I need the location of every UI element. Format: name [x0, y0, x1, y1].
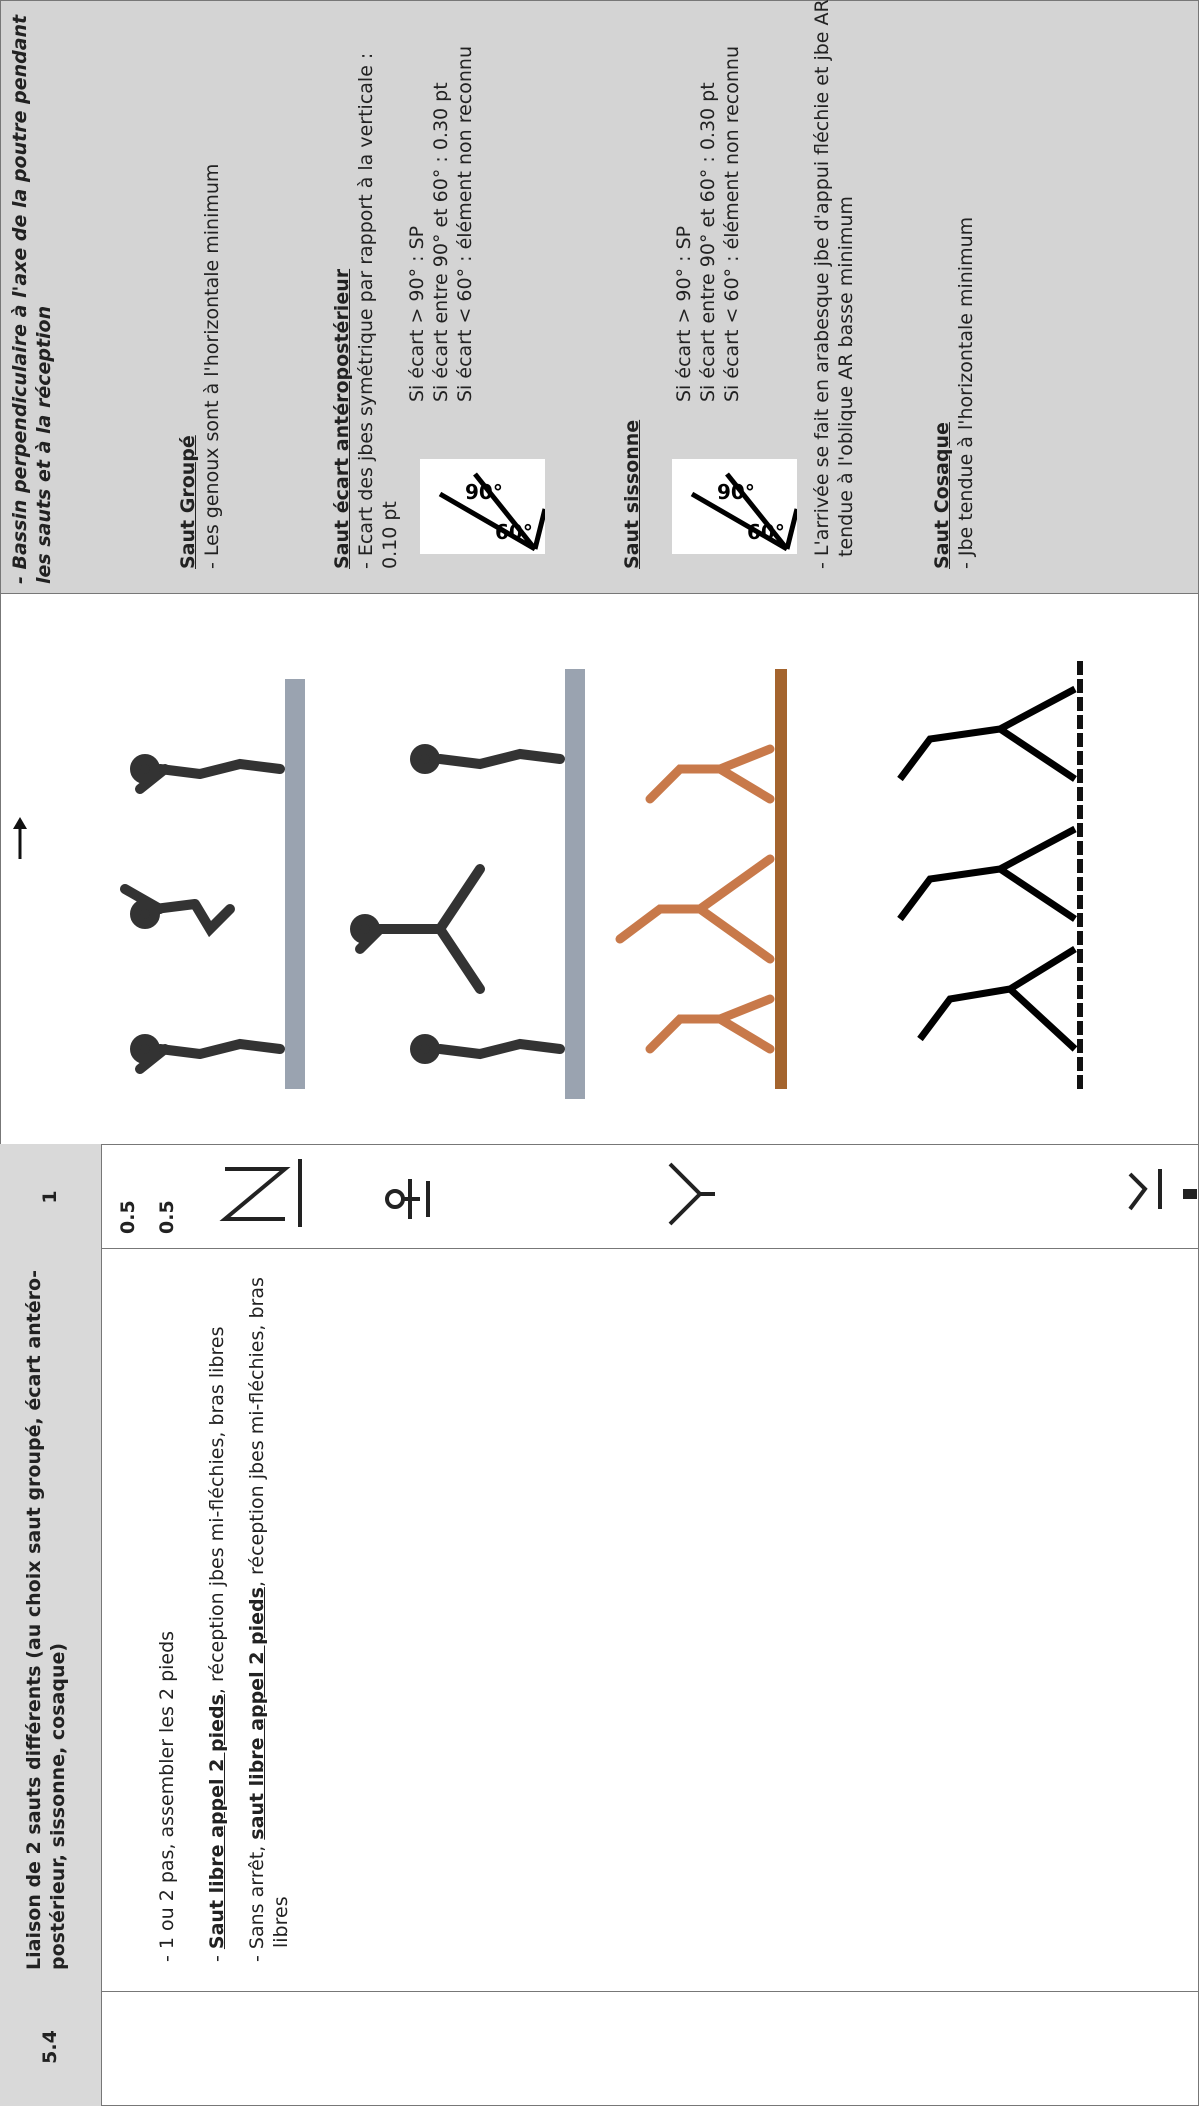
- angle-label: 60°: [495, 520, 533, 544]
- text: Saut Cosaque: [931, 422, 953, 569]
- beam: [775, 669, 787, 1089]
- number-column: [0, 1991, 1199, 2106]
- text: - Jbe tendue à l'horizontale minimum: [955, 216, 977, 569]
- beam: [565, 669, 585, 1099]
- text: Saut Groupé: [177, 435, 199, 569]
- figures: [615, 744, 775, 1054]
- text: saut libre appel 2 pieds: [246, 1587, 268, 1840]
- angle-label: 90°: [717, 480, 755, 504]
- description-item: - Saut libre appel 2 pieds, réception jb…: [205, 1262, 229, 1962]
- description-item: - 1 ou 2 pas, assembler les 2 pieds: [155, 1262, 179, 1962]
- criteria-block: Saut Groupé - Les genoux sont à l'horizon…: [176, 9, 224, 569]
- text: , réception jbes mi-fléchies, bras libre…: [206, 1326, 228, 1695]
- text: - 1 ou 2 pas, assembler les 2 pieds: [156, 1630, 178, 1962]
- drawings: [13, 659, 1197, 1227]
- figures: [120, 744, 565, 1074]
- beam: [285, 679, 305, 1089]
- text: Saut libre appel 2 pieds: [206, 1694, 228, 1950]
- description-column: [0, 1248, 1199, 1992]
- rule-list: Si écart > 90° : SP Si écart entre 90° et…: [672, 12, 744, 402]
- angle-icon: 90° 60°: [672, 459, 797, 554]
- text: -: [206, 1949, 228, 1962]
- angle-icon: 90° 60°: [420, 459, 545, 554]
- text: Si écart entre 90° et 60° : 0.30 pt: [697, 82, 719, 402]
- description-item: - Sans arrêt, saut libre appel 2 pieds, …: [245, 1248, 293, 1962]
- angle-label: 90°: [465, 480, 503, 504]
- text: - Sans arrêt,: [246, 1839, 268, 1962]
- criteria-block: Saut écart antéropostérieur - Ecart des j…: [330, 9, 402, 569]
- item-number: 5.4: [39, 2030, 61, 2064]
- text: Si écart < 60° : élément non reconnu: [454, 46, 476, 402]
- item-title: Liaison de 2 sauts différents (au choix …: [23, 1270, 69, 1970]
- angle-label: 60°: [747, 520, 785, 544]
- figures: [897, 685, 1078, 1052]
- text: Saut sissonne: [621, 419, 643, 569]
- criteria-text: - L'arrivée se fait en arabesque jbe d'a…: [811, 0, 857, 569]
- text: Saut écart antéropostérieur: [331, 268, 353, 569]
- text: - Les genoux sont à l'horizontale minimu…: [201, 163, 223, 569]
- text: - Ecart des jbes symétrique par rapport …: [355, 52, 401, 569]
- symbols: [219, 1159, 1197, 1227]
- text: Si écart > 90° : SP: [673, 225, 695, 402]
- text: Si écart > 90° : SP: [406, 225, 428, 402]
- criteria-block: Saut Cosaque - Jbe tendue à l'horizontale…: [930, 9, 978, 569]
- criteria-intro: - Bassin perpendiculaire à l'axe de la p…: [9, 14, 55, 584]
- criteria-block: Saut sissonne: [620, 9, 644, 569]
- text: Si écart < 60° : élément non reconnu: [721, 46, 743, 402]
- arrow: [13, 817, 27, 859]
- text: Si écart entre 90° et 60° : 0.30 pt: [430, 82, 452, 402]
- rule-list: Si écart > 90° : SP Si écart entre 90° et…: [405, 12, 477, 402]
